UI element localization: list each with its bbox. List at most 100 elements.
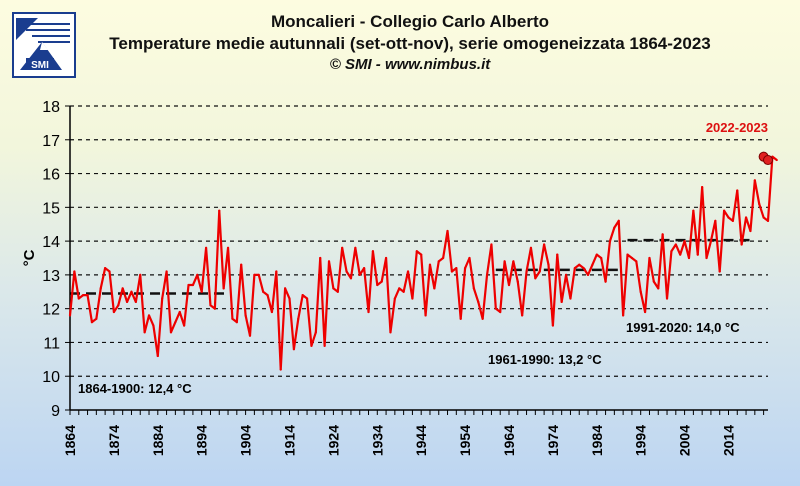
data-point <box>459 317 462 320</box>
data-point <box>270 310 274 314</box>
series-line <box>68 155 778 371</box>
data-point <box>477 300 480 304</box>
smi-logo-icon: SMI <box>12 12 76 78</box>
data-point <box>393 297 396 300</box>
data-point <box>613 226 616 229</box>
data-point <box>178 310 181 314</box>
data-point <box>775 158 778 162</box>
data-point <box>376 283 379 287</box>
data-point <box>442 256 445 260</box>
data-point <box>235 321 238 324</box>
data-point <box>314 331 317 334</box>
data-point <box>218 209 221 212</box>
data-point <box>499 310 502 314</box>
data-point <box>657 287 660 290</box>
data-point <box>543 243 546 246</box>
y-tick-label: 11 <box>43 335 60 352</box>
data-point <box>134 300 137 304</box>
data-point <box>766 219 770 222</box>
data-point <box>560 300 563 304</box>
data-point <box>279 368 282 371</box>
data-point <box>231 317 234 320</box>
data-point <box>490 243 493 246</box>
data-point <box>687 256 691 260</box>
data-point <box>485 273 489 276</box>
data-point <box>670 250 673 253</box>
data-point <box>437 260 440 263</box>
data-point <box>406 270 410 273</box>
chart-credit: © SMI - www.nimbus.it <box>329 56 491 73</box>
data-point <box>661 233 664 236</box>
data-point <box>389 331 392 334</box>
data-point <box>275 270 278 273</box>
data-point <box>718 270 721 273</box>
data-point <box>516 280 519 283</box>
data-point <box>564 273 568 276</box>
data-point <box>551 324 554 327</box>
highlight-point <box>763 155 773 166</box>
data-point <box>446 229 449 233</box>
x-tick-label: 1934 <box>369 425 385 456</box>
reference-label-2: 1961-1990: 13,2 °C <box>488 352 602 367</box>
x-tick-label: 1924 <box>325 425 341 456</box>
x-tick-label: 1864 <box>62 425 78 456</box>
annotations: 2022-2023 1864-1900: 12,4 °C 1961-1990: 13… <box>78 120 768 396</box>
data-point <box>183 324 186 327</box>
data-point <box>147 314 151 317</box>
data-point <box>345 270 348 273</box>
data-point <box>174 321 177 324</box>
data-point <box>648 256 651 260</box>
data-point <box>591 263 594 266</box>
data-point <box>240 263 243 266</box>
data-point <box>481 317 484 320</box>
data-point <box>758 202 761 206</box>
data-point <box>363 267 366 270</box>
x-tick-label: 1914 <box>281 425 297 456</box>
data-point <box>187 283 190 287</box>
data-point <box>90 321 94 324</box>
data-point <box>380 280 383 283</box>
data-point <box>82 294 85 297</box>
data-point <box>323 344 326 347</box>
data-point <box>674 243 677 246</box>
y-tick-label: 18 <box>42 99 60 116</box>
data-point <box>86 294 89 297</box>
data-point <box>608 240 612 243</box>
reference-label-1: 1864-1900: 12,4 °C <box>78 381 192 396</box>
data-point <box>428 263 432 266</box>
data-point <box>736 189 739 192</box>
data-point <box>336 290 339 293</box>
data-point <box>73 270 76 273</box>
data-point <box>301 294 304 297</box>
data-point <box>95 317 98 320</box>
data-point <box>762 216 765 219</box>
data-point <box>262 290 265 293</box>
data-point <box>521 314 524 317</box>
y-axis-label: °C <box>21 249 38 266</box>
data-point <box>595 253 598 256</box>
x-tick-label: 1994 <box>633 425 649 456</box>
data-point <box>626 253 629 256</box>
data-point <box>679 253 682 256</box>
data-point <box>204 246 208 249</box>
data-point <box>472 287 475 290</box>
chart-title: Moncalieri - Collegio Carlo Alberto <box>270 12 549 31</box>
y-tick-label: 10 <box>42 369 60 386</box>
data-point <box>358 273 361 276</box>
data-point <box>200 290 203 293</box>
data-point <box>165 270 168 273</box>
data-point <box>424 314 427 317</box>
series-temperature <box>68 151 778 371</box>
data-point <box>740 243 743 246</box>
data-point <box>538 270 541 273</box>
chart-subtitle: Temperature medie autunnali (set-ott-nov… <box>109 34 711 53</box>
data-point <box>630 256 634 260</box>
data-point <box>600 256 603 260</box>
data-point <box>705 256 708 260</box>
reference-lines <box>70 238 755 295</box>
data-point <box>384 256 388 260</box>
y-tick-label: 13 <box>42 268 60 285</box>
data-point <box>463 267 467 270</box>
